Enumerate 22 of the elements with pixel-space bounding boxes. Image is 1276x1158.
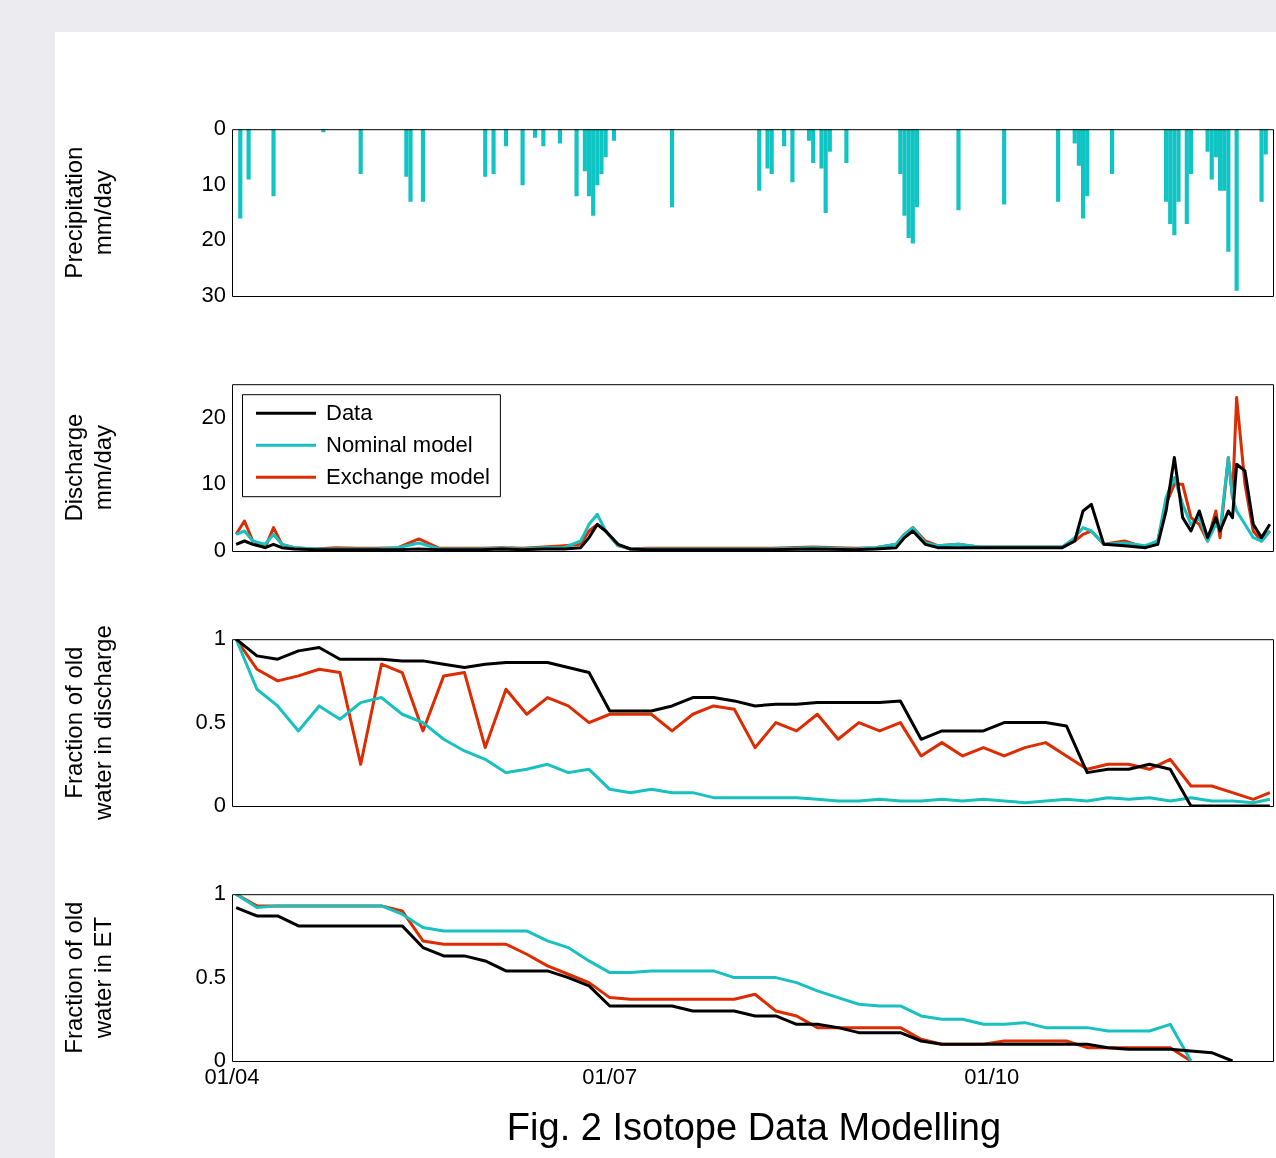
y-axis-title: Precipitation mm/day — [60, 146, 116, 279]
y-tick-label: 0 — [213, 792, 226, 818]
y-tick-label: 20 — [201, 226, 226, 252]
y-axis-title: Fraction of old water in ET — [60, 901, 116, 1054]
y-tick-label: 0 — [213, 115, 226, 141]
y-tick-label: 1 — [213, 880, 226, 906]
y-tick-label: 10 — [201, 470, 226, 496]
x-tick-label: 01/07 — [582, 1064, 638, 1090]
y-tick-label: 1 — [213, 625, 226, 651]
y-tick-label: 30 — [201, 282, 226, 308]
y-tick-label: 0.5 — [195, 963, 226, 989]
legend-label: Data — [326, 400, 374, 426]
legend-label: Exchange model — [326, 464, 490, 490]
text: Fig. 2 Isotope Data Modelling — [505, 1106, 1003, 1149]
y-tick-label: 0 — [213, 537, 226, 563]
y-axis-title: Fraction of old water in discharge — [60, 625, 116, 821]
y-tick-label: 0.5 — [195, 708, 226, 734]
y-axis-title: Discharge mm/day — [60, 413, 116, 522]
y-tick-label: 20 — [201, 403, 226, 429]
legend-label: Nominal model — [326, 432, 473, 458]
x-tick-label: 01/10 — [964, 1064, 1020, 1090]
y-tick-label: 10 — [201, 170, 226, 196]
